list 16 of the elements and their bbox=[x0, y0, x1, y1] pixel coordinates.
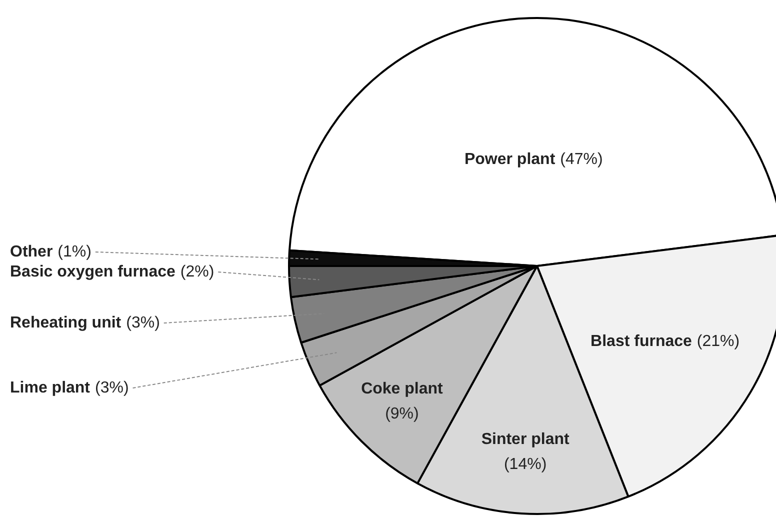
data-label: (9%) bbox=[385, 405, 419, 422]
slice-label: Coke plant bbox=[361, 380, 444, 398]
data-label: (3%) bbox=[95, 379, 129, 396]
data-label: (21%) bbox=[696, 333, 740, 350]
slice-label: Reheating unit bbox=[10, 314, 122, 332]
slice-label: Power plant bbox=[464, 150, 556, 168]
slice-label: Other bbox=[10, 243, 53, 260]
data-label: (47%) bbox=[560, 150, 603, 168]
slice-label: Sinter plant bbox=[481, 431, 570, 448]
slice-label: Basic oxygen furnace bbox=[10, 263, 176, 280]
data-label: (1%) bbox=[58, 243, 92, 260]
slice-label: Lime plant bbox=[10, 379, 91, 396]
slice-label: Blast furnace bbox=[590, 333, 692, 350]
data-label: (2%) bbox=[180, 263, 214, 280]
data-label: (3%) bbox=[126, 314, 160, 332]
data-label: (14%) bbox=[504, 456, 547, 474]
